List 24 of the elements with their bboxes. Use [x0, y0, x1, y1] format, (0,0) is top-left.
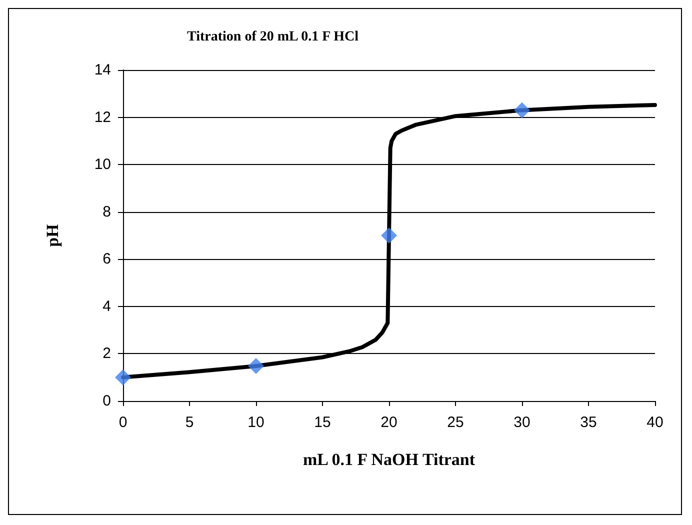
y-tick-label: 0 [102, 392, 111, 410]
point [248, 358, 264, 374]
y-tick-label: 6 [102, 250, 111, 268]
x-axis-title: mL 0.1 F NaOH Titrant [302, 450, 476, 469]
y-tick-label: 2 [102, 345, 111, 362]
point [381, 228, 397, 244]
point [115, 369, 131, 386]
y-tick-label: 10 [94, 156, 111, 174]
x-tick-label: 20 [380, 414, 398, 431]
point [514, 102, 530, 118]
x-tick-label: 0 [118, 414, 128, 431]
y-axis-title: pH [43, 224, 62, 247]
y-tick-label: 4 [102, 298, 111, 315]
chart-title: Titration of 20 mL 0.1 F HCl [187, 30, 359, 44]
y-tick-label: 12 [94, 108, 111, 126]
y-tick-label: 14 [94, 62, 111, 78]
x-tick-label: 35 [580, 414, 597, 431]
x-tick-label: 25 [447, 414, 464, 431]
y-tick-label: 8 [102, 203, 111, 220]
x-tick-label: 40 [646, 414, 664, 431]
x-tick-label: 15 [314, 414, 331, 431]
x-tick-label: 10 [248, 414, 264, 431]
x-tick-label: 30 [514, 414, 530, 431]
x-tick-label: 5 [185, 414, 194, 431]
